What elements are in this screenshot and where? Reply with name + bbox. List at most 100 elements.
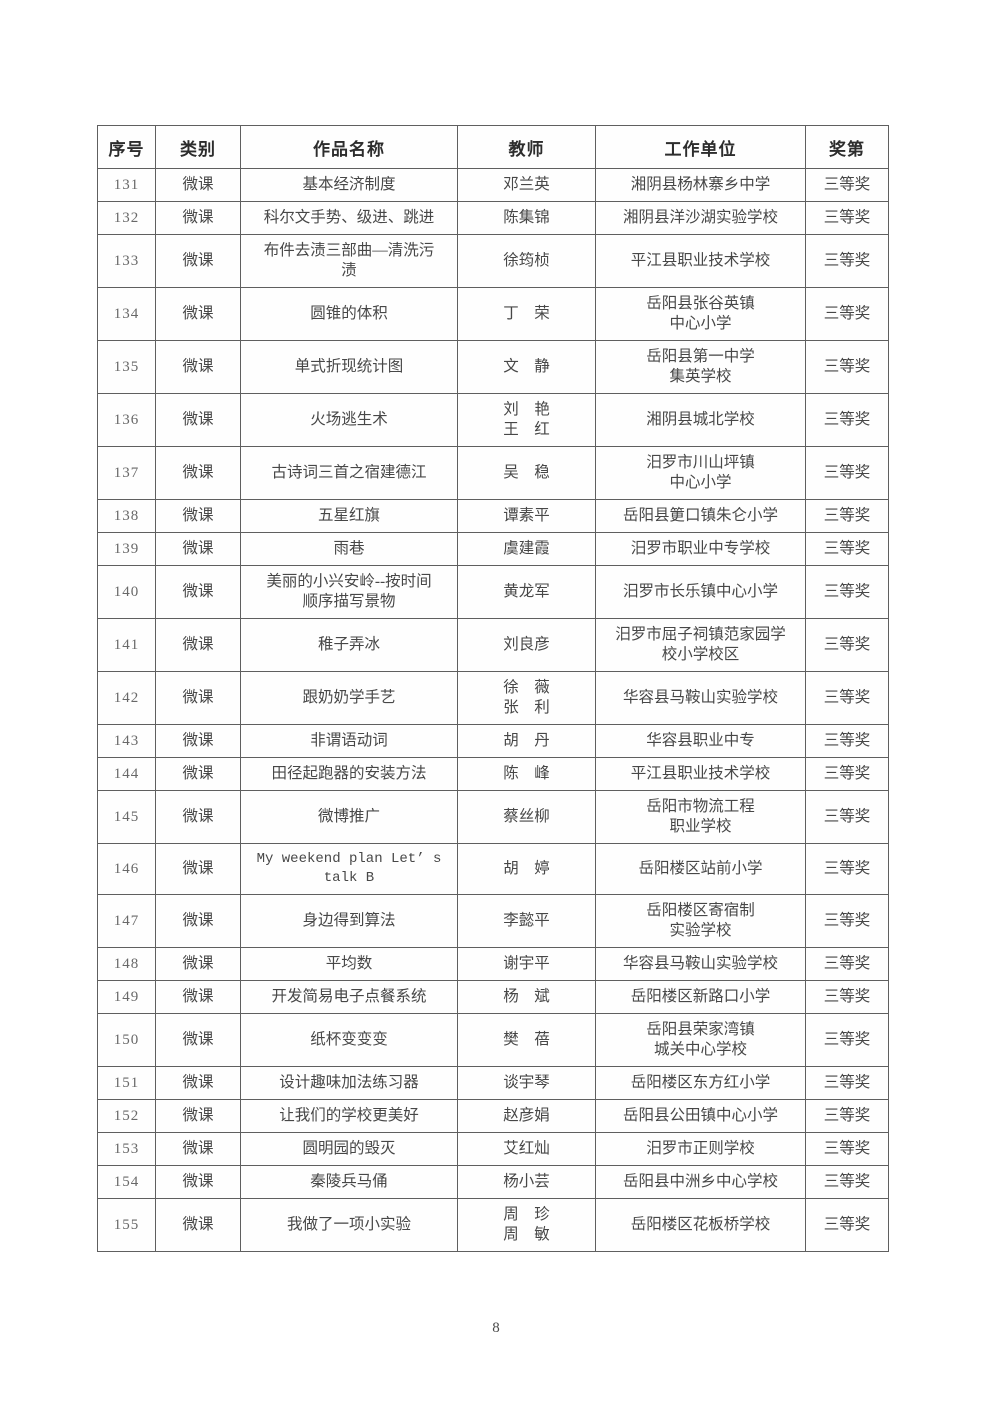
cell-teacher-name: 胡 婷: [457, 843, 596, 895]
cell-teacher-name: 徐 薇 张 利: [457, 671, 596, 725]
cell-teacher-name: 杨小芸: [457, 1165, 596, 1199]
cell-category: 微课: [155, 790, 241, 844]
cell-serial-number: 139: [97, 532, 156, 566]
cell-work-title: 我做了一项小实验: [240, 1198, 458, 1252]
cell-teacher-name: 徐筠桢: [457, 234, 596, 288]
cell-award-level: 三等奖: [805, 1066, 889, 1100]
cell-category: 微课: [155, 843, 241, 895]
table-row: 139 微课 雨巷 虞建霞 汨罗市职业中专学校 三等奖: [97, 532, 889, 566]
table-row: 140 微课 美丽的小兴安岭--按时间 顺序描写景物 黄龙军 汨罗市长乐镇中心小…: [97, 565, 889, 619]
cell-award-level: 三等奖: [805, 671, 889, 725]
cell-work-unit: 岳阳市物流工程 职业学校: [595, 790, 806, 844]
cell-work-unit: 岳阳县公田镇中心小学: [595, 1099, 806, 1133]
cell-work-unit: 汨罗市正则学校: [595, 1132, 806, 1166]
cell-serial-number: 149: [97, 980, 156, 1014]
cell-category: 微课: [155, 565, 241, 619]
cell-teacher-name: 李懿平: [457, 894, 596, 948]
table-row: 138 微课 五星红旗 谭素平 岳阳县筻口镇朱仑小学 三等奖: [97, 499, 889, 533]
cell-work-title: 开发简易电子点餐系统: [240, 980, 458, 1014]
table-row: 137 微课 古诗词三首之宿建德江 吴 稳 汨罗市川山坪镇 中心小学 三等奖: [97, 446, 889, 500]
cell-work-unit: 岳阳县筻口镇朱仑小学: [595, 499, 806, 533]
cell-work-title: 纸杯变变变: [240, 1013, 458, 1067]
cell-award-level: 三等奖: [805, 1165, 889, 1199]
cell-work-unit: 岳阳楼区寄宿制 实验学校: [595, 894, 806, 948]
cell-work-unit: 岳阳县中洲乡中心学校: [595, 1165, 806, 1199]
table-row: 131 微课 基本经济制度 邓兰英 湘阴县杨林寨乡中学 三等奖: [97, 168, 889, 202]
cell-award-level: 三等奖: [805, 1132, 889, 1166]
cell-work-title: 火场逃生术: [240, 393, 458, 447]
cell-work-title: 圆明园的毁灭: [240, 1132, 458, 1166]
cell-work-unit: 华容县马鞍山实验学校: [595, 671, 806, 725]
cell-work-title: 单式折现统计图: [240, 340, 458, 394]
cell-teacher-name: 陈集锦: [457, 201, 596, 235]
column-header-category: 类别: [155, 125, 241, 169]
cell-award-level: 三等奖: [805, 1099, 889, 1133]
cell-serial-number: 154: [97, 1165, 156, 1199]
cell-work-unit: 湘阴县杨林寨乡中学: [595, 168, 806, 202]
cell-work-unit: 岳阳楼区花板桥学校: [595, 1198, 806, 1252]
table-row: 133 微课 布件去渍三部曲—清洗污 渍 徐筠桢 平江县职业技术学校 三等奖: [97, 234, 889, 288]
column-header-teacher: 教师: [457, 125, 596, 169]
cell-serial-number: 134: [97, 287, 156, 341]
cell-serial-number: 138: [97, 499, 156, 533]
cell-category: 微课: [155, 980, 241, 1014]
table-row: 149 微课 开发简易电子点餐系统 杨 斌 岳阳楼区新路口小学 三等奖: [97, 980, 889, 1014]
cell-serial-number: 132: [97, 201, 156, 235]
cell-work-title: 平均数: [240, 947, 458, 981]
cell-award-level: 三等奖: [805, 894, 889, 948]
cell-category: 微课: [155, 234, 241, 288]
cell-award-level: 三等奖: [805, 287, 889, 341]
cell-work-title: 科尔文手势、级进、跳进: [240, 201, 458, 235]
cell-category: 微课: [155, 287, 241, 341]
cell-serial-number: 137: [97, 446, 156, 500]
table-row: 146 微课 My weekend plan Let’ s talk B 胡 婷…: [97, 843, 889, 895]
cell-award-level: 三等奖: [805, 790, 889, 844]
cell-award-level: 三等奖: [805, 757, 889, 791]
cell-award-level: 三等奖: [805, 393, 889, 447]
cell-teacher-name: 谭素平: [457, 499, 596, 533]
cell-work-unit: 岳阳楼区站前小学: [595, 843, 806, 895]
cell-work-unit: 华容县马鞍山实验学校: [595, 947, 806, 981]
cell-award-level: 三等奖: [805, 201, 889, 235]
cell-category: 微课: [155, 393, 241, 447]
cell-work-unit: 湘阴县城北学校: [595, 393, 806, 447]
cell-work-title: 基本经济制度: [240, 168, 458, 202]
table-row: 145 微课 微博推广 蔡丝柳 岳阳市物流工程 职业学校 三等奖: [97, 790, 889, 844]
cell-work-title: 让我们的学校更美好: [240, 1099, 458, 1133]
cell-serial-number: 141: [97, 618, 156, 672]
cell-work-title: 稚子弄冰: [240, 618, 458, 672]
cell-teacher-name: 胡 丹: [457, 724, 596, 758]
cell-award-level: 三等奖: [805, 565, 889, 619]
cell-serial-number: 142: [97, 671, 156, 725]
cell-work-title: 秦陵兵马俑: [240, 1165, 458, 1199]
cell-work-title: 非谓语动词: [240, 724, 458, 758]
cell-teacher-name: 文 静: [457, 340, 596, 394]
table-header-row: 序号 类别 作品名称 教师 工作单位 奖第: [97, 125, 889, 169]
cell-work-unit: 岳阳县荣家湾镇 城关中心学校: [595, 1013, 806, 1067]
award-results-table: 序号 类别 作品名称 教师 工作单位 奖第 131 微课 基本经济制度 邓兰英 …: [97, 125, 889, 1252]
cell-serial-number: 143: [97, 724, 156, 758]
cell-work-unit: 岳阳楼区东方红小学: [595, 1066, 806, 1100]
column-header-title: 作品名称: [240, 125, 458, 169]
cell-serial-number: 140: [97, 565, 156, 619]
cell-award-level: 三等奖: [805, 340, 889, 394]
cell-category: 微课: [155, 340, 241, 394]
cell-award-level: 三等奖: [805, 724, 889, 758]
cell-teacher-name: 樊 蓓: [457, 1013, 596, 1067]
cell-work-title: 跟奶奶学手艺: [240, 671, 458, 725]
cell-work-title: 微博推广: [240, 790, 458, 844]
cell-teacher-name: 陈 峰: [457, 757, 596, 791]
cell-category: 微课: [155, 168, 241, 202]
cell-category: 微课: [155, 499, 241, 533]
cell-work-unit: 岳阳楼区新路口小学: [595, 980, 806, 1014]
cell-serial-number: 155: [97, 1198, 156, 1252]
table-header: 序号 类别 作品名称 教师 工作单位 奖第: [97, 125, 889, 169]
cell-serial-number: 136: [97, 393, 156, 447]
cell-award-level: 三等奖: [805, 446, 889, 500]
table-row: 132 微课 科尔文手势、级进、跳进 陈集锦 湘阴县洋沙湖实验学校 三等奖: [97, 201, 889, 235]
cell-serial-number: 147: [97, 894, 156, 948]
cell-category: 微课: [155, 947, 241, 981]
cell-teacher-name: 艾红灿: [457, 1132, 596, 1166]
table-row: 136 微课 火场逃生术 刘 艳 王 红 湘阴县城北学校 三等奖: [97, 393, 889, 447]
cell-teacher-name: 刘良彦: [457, 618, 596, 672]
